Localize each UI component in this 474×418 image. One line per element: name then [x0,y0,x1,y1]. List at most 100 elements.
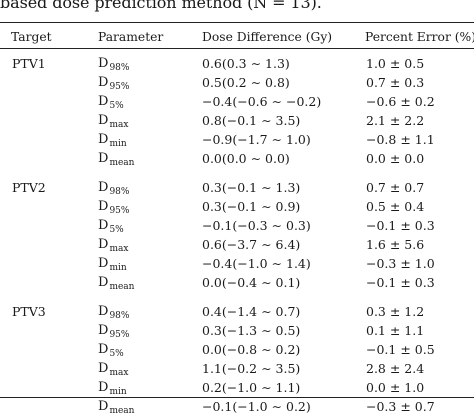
dose-difference-cell: −0.1(−0.3 ∼ 0.3) [202,218,311,233]
parameter-cell: Dmean [98,151,135,168]
parameter-base: D [98,56,109,71]
table-row: D95% 0.5(0.2 ∼ 0.8) 0.7 ± 0.3 [0,75,474,94]
parameter-subscript: 98% [109,311,130,321]
table-row: Dmax 1.1(−0.2 ∼ 3.5) 2.8 ± 2.4 [0,361,474,380]
parameter-subscript: mean [109,158,135,168]
dose-difference-cell: −0.9(−1.7 ∼ 1.0) [202,132,311,147]
parameter-cell: Dmin [98,256,127,273]
table-row: D5% −0.1(−0.3 ∼ 0.3) −0.1 ± 0.3 [0,218,474,237]
parameter-cell: Dmax [98,113,129,130]
header-target: Target [11,30,52,44]
parameter-base: D [98,218,109,233]
parameter-base: D [98,275,109,290]
parameter-cell: Dmean [98,399,135,416]
parameter-base: D [98,342,109,357]
dose-difference-cell: 0.3(−1.3 ∼ 0.5) [202,323,301,338]
percent-error-cell: −0.1 ± 0.3 [366,275,435,290]
parameter-base: D [98,304,109,319]
parameter-cell: D95% [98,323,130,340]
top-rule [0,22,474,24]
parameter-cell: Dmin [98,380,127,397]
parameter-base: D [98,323,109,338]
header-percent-error: Percent Error (%) [365,30,474,44]
dose-difference-cell: 0.4(−1.4 ∼ 0.7) [202,304,301,319]
percent-error-cell: 0.0 ± 1.0 [366,380,425,395]
parameter-base: D [98,399,109,414]
table-row: Dmin 0.2(−1.0 ∼ 1.1) 0.0 ± 1.0 [0,380,474,399]
parameter-subscript: 5% [109,225,124,235]
table-row: D95% 0.3(−0.1 ∼ 0.9) 0.5 ± 0.4 [0,199,474,218]
percent-error-cell: 2.8 ± 2.4 [366,361,425,376]
percent-error-cell: −0.1 ± 0.5 [366,342,435,357]
parameter-base: D [98,151,109,166]
percent-error-cell: 0.0 ± 0.0 [366,151,425,166]
dose-difference-cell: 0.8(−0.1 ∼ 3.5) [202,113,301,128]
parameter-subscript: 95% [109,206,130,216]
dose-difference-cell: −0.1(−1.0 ∼ 0.2) [202,399,311,414]
dose-difference-cell: −0.4(−1.0 ∼ 1.4) [202,256,311,271]
parameter-subscript: 98% [109,187,130,197]
dose-difference-cell: −0.4(−0.6 ∼ −0.2) [202,94,322,109]
parameter-cell: D98% [98,180,130,197]
parameter-cell: Dmax [98,237,128,254]
dose-difference-cell: 0.0(0.0 ∼ 0.0) [202,151,290,166]
parameter-subscript: min [109,139,127,149]
percent-error-cell: 0.1 ± 1.1 [366,323,425,338]
parameter-subscript: 95% [109,82,130,92]
table-row: D5% 0.0(−0.8 ∼ 0.2) −0.1 ± 0.5 [0,342,474,361]
table-row: Dmean 0.0(0.0 ∼ 0.0) 0.0 ± 0.0 [0,151,474,170]
table-row: Dmax 0.8(−0.1 ∼ 3.5) 2.1 ± 2.2 [0,113,474,132]
parameter-base: D [98,75,109,90]
table-row: D5% −0.4(−0.6 ∼ −0.2) −0.6 ± 0.2 [0,94,474,113]
dose-difference-cell: 0.6(0.3 ∼ 1.3) [202,56,290,71]
dose-difference-cell: 0.0(−0.8 ∼ 0.2) [202,342,301,357]
table-row: D95% 0.3(−1.3 ∼ 0.5) 0.1 ± 1.1 [0,323,474,342]
parameter-cell: D98% [98,304,130,321]
parameter-cell: D5% [98,94,124,111]
parameter-base: D [98,380,109,395]
table-row: D98% 0.6(0.3 ∼ 1.3) 1.0 ± 0.5 [0,56,474,75]
target-label: PTV1 [12,56,46,71]
percent-error-cell: −0.3 ± 0.7 [366,399,435,414]
table-row: Dmean 0.0(−0.4 ∼ 0.1) −0.1 ± 0.3 [0,275,474,294]
parameter-subscript: max [109,120,129,130]
dose-difference-cell: 0.2(−1.0 ∼ 1.1) [202,380,301,395]
percent-error-cell: 0.5 ± 0.4 [366,199,425,214]
parameter-subscript: 95% [109,330,130,340]
percent-error-cell: −0.1 ± 0.3 [366,218,435,233]
percent-error-cell: 2.1 ± 2.2 [366,113,425,128]
percent-error-cell: −0.8 ± 1.1 [366,132,435,147]
table-row: Dmax 0.6(−3.7 ∼ 6.4) 1.6 ± 5.6 [0,237,474,256]
parameter-base: D [98,237,109,252]
dose-difference-cell: 0.3(−0.1 ∼ 0.9) [202,199,301,214]
table-row: D98% 0.4(−1.4 ∼ 0.7) 0.3 ± 1.2 [0,304,474,323]
parameter-subscript: mean [109,406,135,416]
table-row: Dmin −0.4(−1.0 ∼ 1.4) −0.3 ± 1.0 [0,256,474,275]
parameter-subscript: min [109,387,127,397]
parameter-subscript: 5% [109,349,124,359]
parameter-base: D [98,94,109,109]
table-row: Dmin −0.9(−1.7 ∼ 1.0) −0.8 ± 1.1 [0,132,474,151]
percent-error-cell: 0.7 ± 0.7 [366,180,425,195]
dose-difference-cell: 0.5(0.2 ∼ 0.8) [202,75,290,90]
percent-error-cell: 0.3 ± 1.2 [366,304,425,319]
parameter-base: D [98,132,109,147]
parameter-cell: D95% [98,199,130,216]
dose-difference-cell: 1.1(−0.2 ∼ 3.5) [202,361,301,376]
parameter-subscript: min [109,263,127,273]
target-label: PTV2 [12,180,46,195]
parameter-cell: D5% [98,342,124,359]
table-caption: based dose prediction method (N = 13). [0,0,322,12]
parameter-base: D [98,256,109,271]
parameter-cell: D5% [98,218,124,235]
table-row: D98% 0.3(−0.1 ∼ 1.3) 0.7 ± 0.7 [0,180,474,199]
parameter-subscript: 5% [109,101,124,111]
target-label: PTV3 [12,304,46,319]
parameter-cell: Dmin [98,132,127,149]
percent-error-cell: −0.6 ± 0.2 [366,94,435,109]
parameter-subscript: mean [109,282,135,292]
parameter-cell: Dmax [98,361,128,378]
parameter-cell: D95% [98,75,130,92]
parameter-cell: D98% [98,56,129,73]
parameter-base: D [98,113,109,128]
